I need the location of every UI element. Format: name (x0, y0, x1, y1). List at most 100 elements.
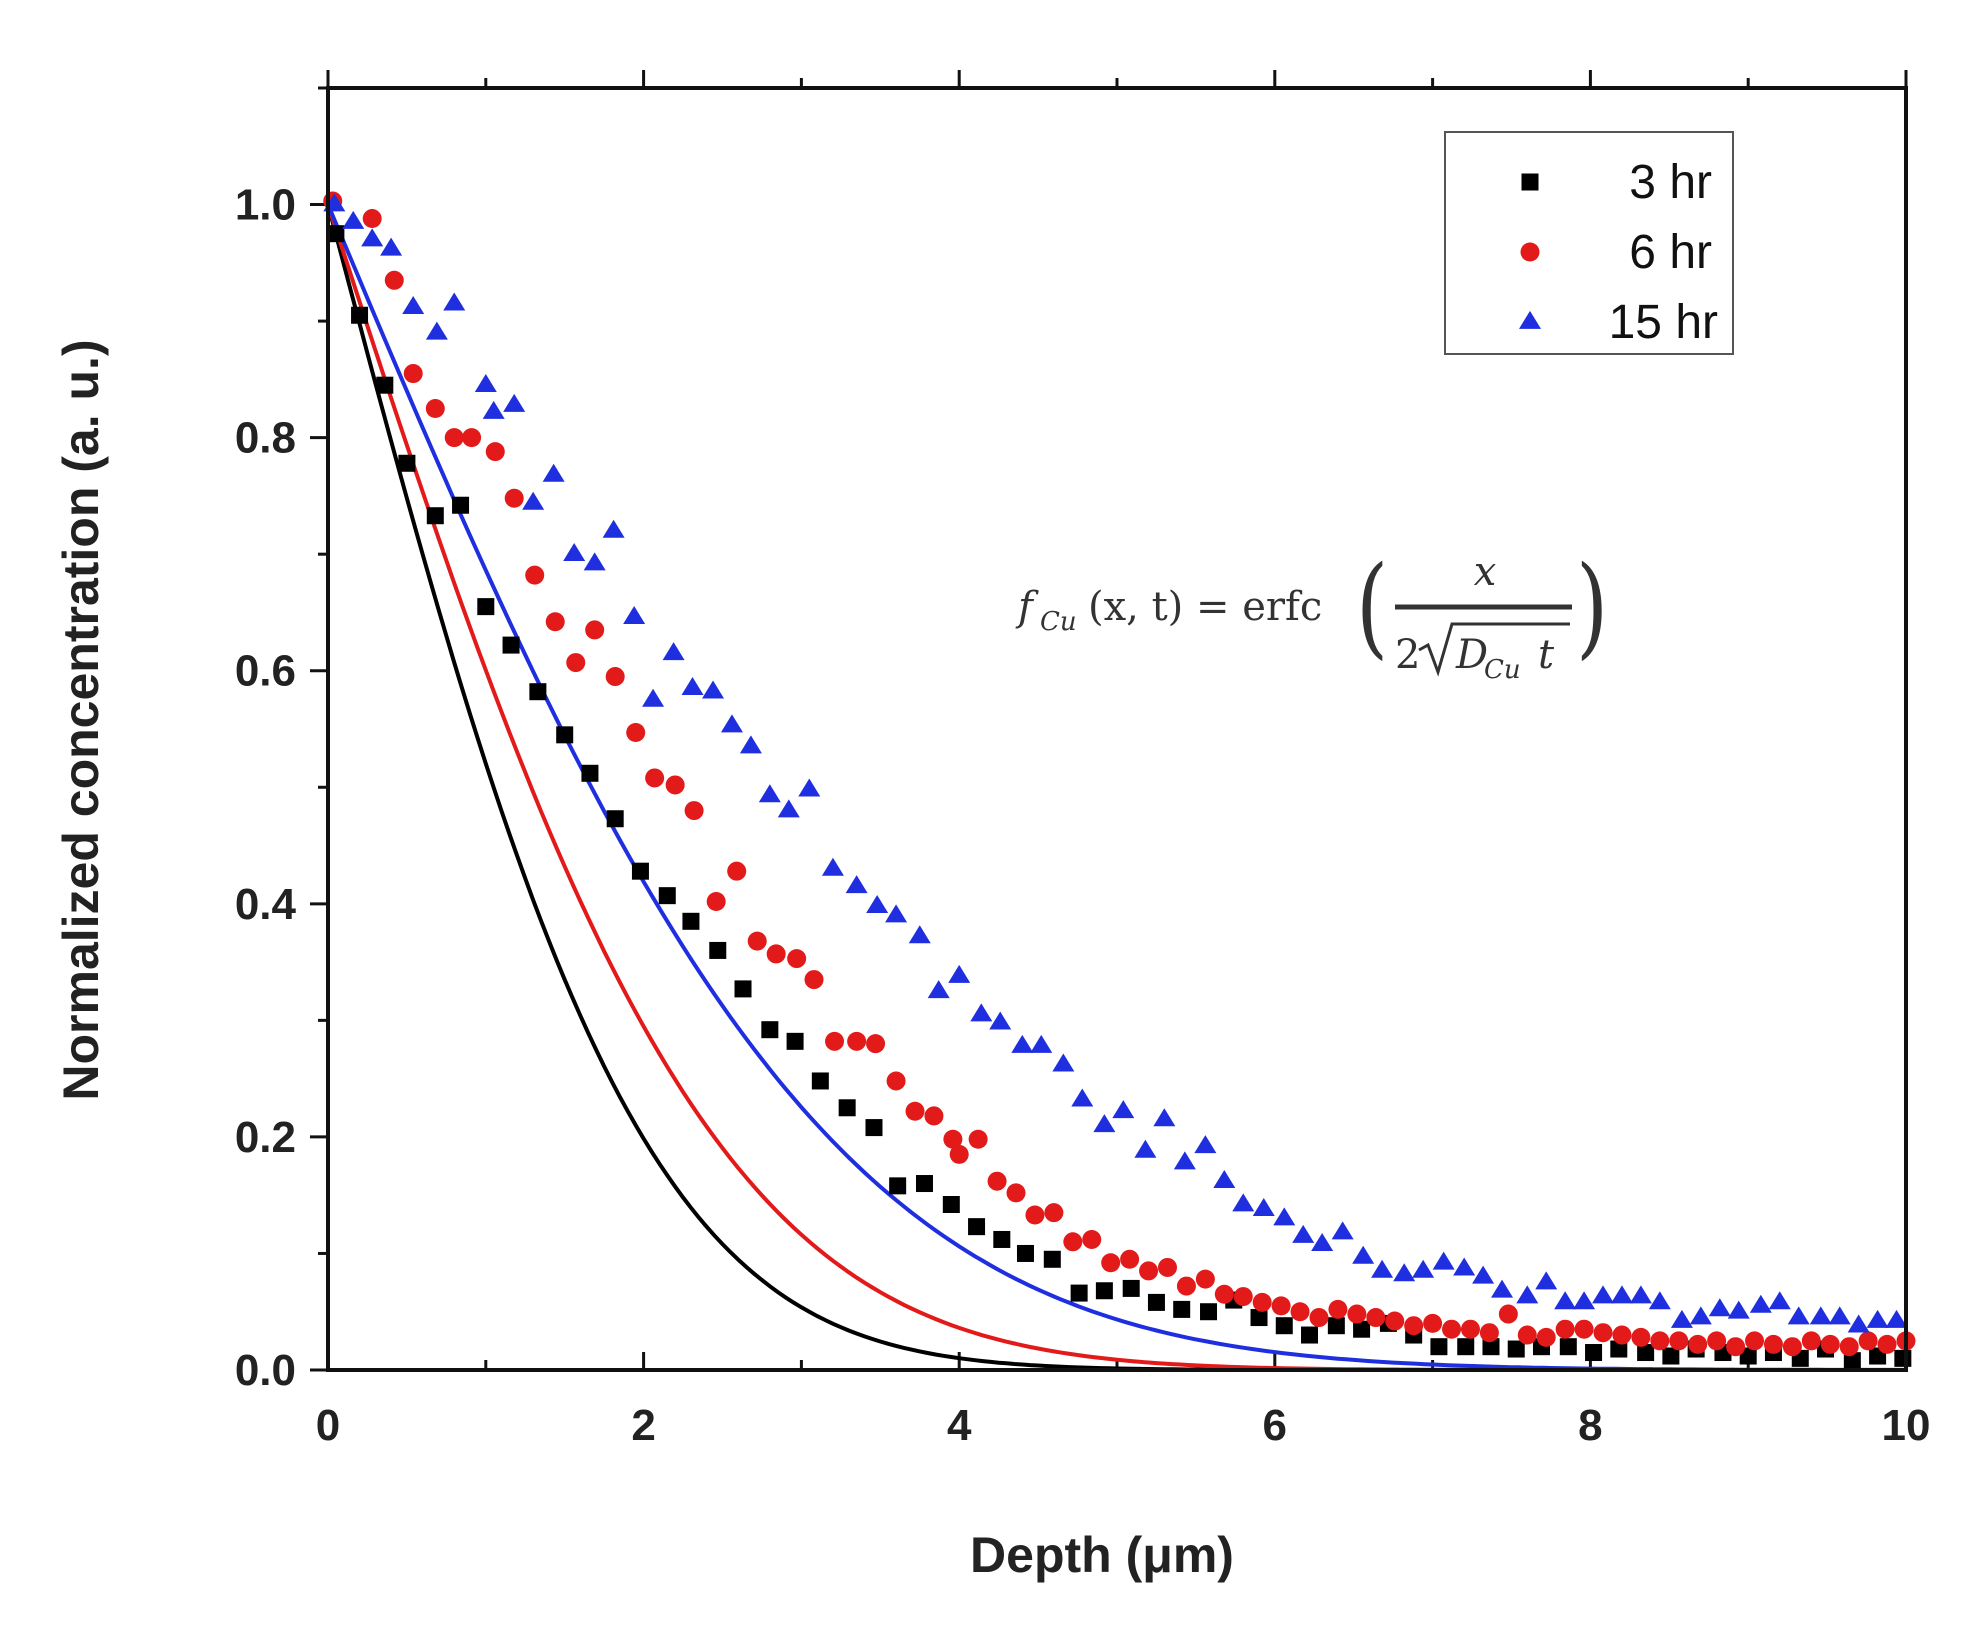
legend-marker (1520, 242, 1540, 262)
data-point (866, 1034, 886, 1054)
data-point (545, 612, 565, 632)
data-point (1726, 1337, 1746, 1357)
data-point (522, 491, 545, 510)
y-tick-label: 0.6 (235, 647, 296, 696)
legend-box (1444, 131, 1734, 355)
data-point (1385, 1311, 1405, 1331)
data-point (642, 688, 665, 707)
data-point (1273, 1207, 1296, 1226)
formula-denominator-t: t (1538, 632, 1555, 678)
y-axis-title: Normalized concentration (a. u.) (53, 339, 109, 1100)
data-point (1749, 1294, 1772, 1313)
fit-curve-6hr (326, 203, 1906, 1372)
data-point (1352, 1245, 1375, 1264)
data-point (1629, 1285, 1652, 1304)
data-point (1311, 1232, 1334, 1251)
legend-label-15hr: 15 hr (1609, 296, 1718, 349)
data-point (1157, 1257, 1177, 1277)
data-point (1592, 1285, 1615, 1304)
data-point (811, 1072, 829, 1090)
data-point (658, 887, 676, 905)
data-point (384, 270, 404, 290)
legend-label-3hr: 3 hr (1629, 156, 1712, 209)
x-tick-label: 2 (631, 1401, 655, 1450)
data-point (1044, 1203, 1064, 1223)
data-point (1063, 1232, 1083, 1252)
data-point (1353, 1320, 1371, 1338)
data-point (786, 1032, 804, 1050)
data-point (1631, 1327, 1651, 1347)
data-point (747, 931, 767, 951)
data-point (1290, 1302, 1310, 1322)
data-point (1200, 1303, 1218, 1321)
data-point (1252, 1198, 1275, 1217)
data-point (1574, 1319, 1594, 1339)
data-point (443, 292, 466, 311)
data-point (766, 944, 786, 964)
data-point (566, 653, 586, 673)
formula-denominator-d: D (1455, 632, 1488, 678)
data-point (504, 488, 524, 508)
x-tick-label: 4 (947, 1401, 972, 1450)
data-point (444, 428, 464, 448)
data-point (1516, 1285, 1539, 1304)
data-point (1275, 1317, 1293, 1335)
data-point (886, 1071, 906, 1091)
data-point (845, 875, 868, 894)
data-point (1535, 1271, 1558, 1290)
data-point (1662, 1347, 1680, 1365)
data-point (1147, 1293, 1165, 1311)
data-point (866, 894, 889, 913)
data-point (1430, 1338, 1448, 1356)
data-point (1112, 1100, 1135, 1119)
data-point (993, 1230, 1011, 1248)
data-point (1820, 1334, 1840, 1354)
data-point (1536, 1327, 1556, 1347)
data-point (1554, 1291, 1577, 1310)
data-point (1809, 1306, 1832, 1325)
data-point (1637, 1344, 1655, 1362)
fit-curves (326, 203, 1906, 1372)
data-point (1011, 1034, 1034, 1053)
data-point (1585, 1344, 1603, 1362)
formula-denominator-sub: Cu (1484, 655, 1521, 685)
data-point (1707, 1331, 1727, 1351)
data-point (1839, 1337, 1859, 1357)
data-point (645, 768, 665, 788)
data-point (477, 598, 495, 616)
data-point (889, 1177, 907, 1195)
data-point (1894, 1349, 1912, 1367)
data-point (949, 1144, 969, 1164)
legend-marker (1521, 173, 1539, 191)
data-point (682, 912, 700, 930)
y-tick-label: 1.0 (235, 181, 296, 230)
data-point (1801, 1331, 1821, 1351)
data-point (425, 321, 448, 340)
data-point (351, 306, 369, 324)
data-point (1559, 1338, 1577, 1356)
data-point (605, 667, 625, 687)
data-point (1491, 1279, 1514, 1298)
data-point (1457, 1338, 1475, 1356)
data-point (709, 941, 727, 959)
data-point (681, 677, 704, 696)
data-point (1195, 1269, 1215, 1289)
data-point (1648, 1291, 1671, 1310)
data-point (804, 970, 824, 990)
data-point (502, 636, 520, 654)
data-point (1460, 1319, 1480, 1339)
data-point (1708, 1298, 1731, 1317)
data-point (1689, 1306, 1712, 1325)
data-point (908, 925, 931, 944)
data-point (1858, 1331, 1878, 1351)
data-point (1173, 1300, 1191, 1318)
data-point (426, 507, 444, 525)
data-point (581, 764, 599, 782)
data-point (1782, 1337, 1802, 1357)
data-point (1101, 1253, 1121, 1273)
data-point (1479, 1323, 1499, 1343)
data-point (452, 496, 470, 514)
legend-markers (1519, 173, 1541, 329)
data-point (1043, 1250, 1061, 1268)
data-point (485, 442, 505, 462)
